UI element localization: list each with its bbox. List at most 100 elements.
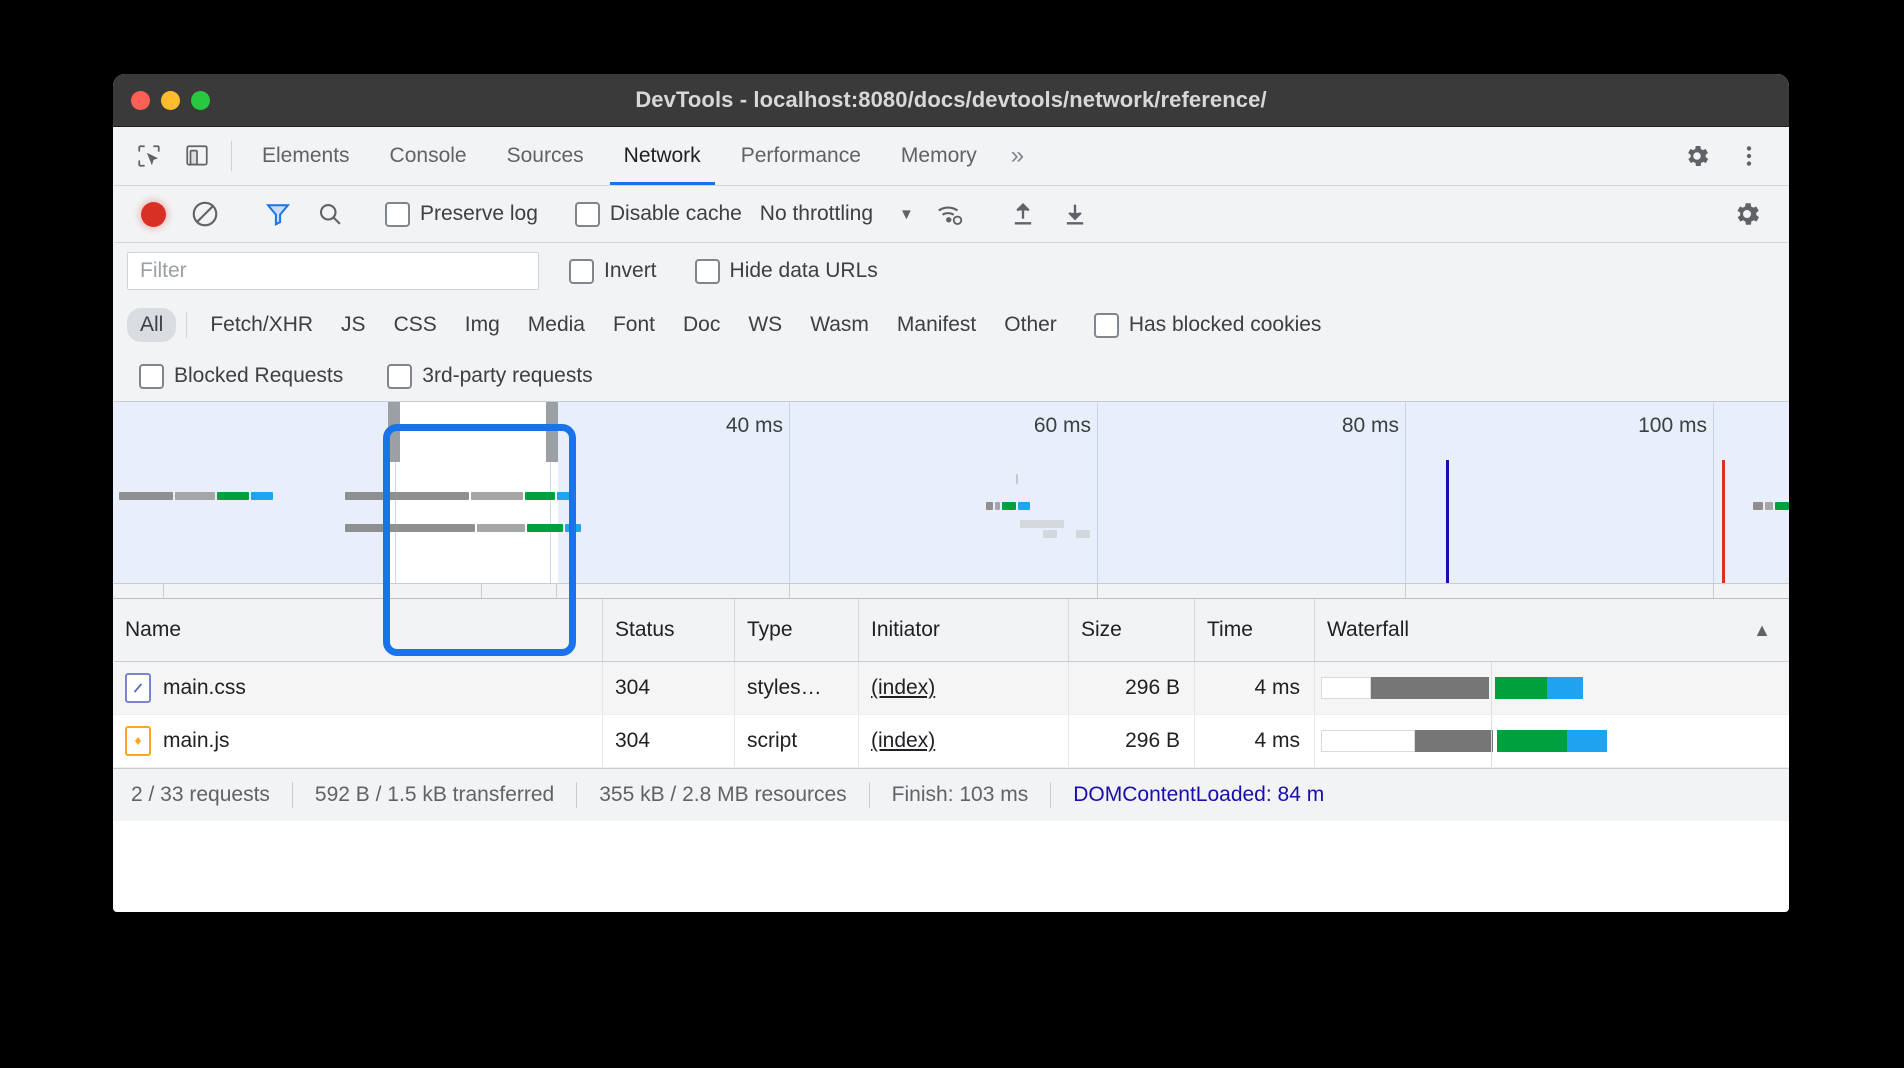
status-finish: Finish: 103 ms [891,783,1029,806]
wifi-settings-icon[interactable] [924,191,976,237]
column-header-status[interactable]: Status [603,599,735,661]
cell-type: script [735,715,859,767]
invert-label: Invert [604,259,657,282]
preserve-log-checkbox[interactable]: Preserve log [377,201,546,227]
selection-resize-handle-right[interactable] [546,402,558,462]
tab-performance[interactable]: Performance [721,127,881,185]
type-filter-fetch-xhr[interactable]: Fetch/XHR [210,313,314,336]
cell-initiator[interactable]: (index) [859,662,1069,714]
window-title: DevTools - localhost:8080/docs/devtools/… [635,87,1267,112]
tab-label: Memory [900,144,977,167]
cell-waterfall [1315,715,1789,767]
type-filter-media[interactable]: Media [527,313,585,336]
overview-selection-window[interactable] [388,402,558,598]
kebab-menu-icon[interactable] [1723,143,1775,169]
tab-network[interactable]: Network [604,127,721,185]
requests-table: Name Status Type Initiator Size Time Wat… [113,599,1789,768]
hide-data-urls-label: Hide data URLs [729,259,878,282]
device-toolbar-icon[interactable] [173,127,221,185]
overview-request-bar [1020,520,1064,528]
overview-request-bar [1775,502,1789,510]
type-filter-doc[interactable]: Doc [683,313,721,336]
column-header-type[interactable]: Type [735,599,859,661]
filter-input[interactable]: Filter [127,252,539,290]
column-header-name[interactable]: Name [113,599,603,661]
blocked-filters-row: Blocked Requests 3rd-party requests [113,351,1789,402]
table-row[interactable]: main.js 304 script (index) 296 B 4 ms [113,715,1789,768]
disable-cache-checkbox[interactable]: Disable cache [567,201,750,227]
blocked-requests-checkbox[interactable]: Blocked Requests [131,363,351,389]
network-overview-timeline[interactable]: 20 ms 40 ms 60 ms 80 ms 100 ms [113,402,1789,599]
overview-request-bar [175,492,215,500]
column-header-initiator[interactable]: Initiator [859,599,1069,661]
cell-time: 4 ms [1195,715,1315,767]
type-filter-manifest[interactable]: Manifest [896,313,977,336]
type-filter-css[interactable]: CSS [393,313,437,336]
initiator-link[interactable]: (index) [871,729,936,752]
network-settings-gear-icon[interactable] [1721,191,1773,237]
record-button[interactable] [127,191,179,237]
cell-name[interactable]: main.css [113,662,603,714]
column-header-time[interactable]: Time [1195,599,1315,661]
waterfall-download-segment [1497,730,1567,752]
waterfall-waiting-segment [1415,730,1493,752]
tab-sources[interactable]: Sources [487,127,604,185]
invert-checkbox[interactable]: Invert [561,258,665,284]
table-row[interactable]: main.css 304 styles… (index) 296 B 4 ms [113,662,1789,715]
type-filter-wasm[interactable]: Wasm [810,313,869,336]
filter-funnel-icon[interactable] [252,191,304,237]
type-filter-all[interactable]: All [127,308,177,342]
download-har-icon[interactable] [1049,191,1101,237]
type-filter-js[interactable]: JS [341,313,366,336]
column-header-size[interactable]: Size [1069,599,1195,661]
disable-cache-label: Disable cache [609,202,742,225]
third-party-requests-checkbox[interactable]: 3rd-party requests [379,363,600,389]
cell-type: styles… [735,662,859,714]
tab-elements[interactable]: Elements [242,127,370,185]
upload-har-icon[interactable] [997,191,1049,237]
cell-initiator[interactable]: (index) [859,715,1069,767]
tab-label: Console [389,144,467,167]
waterfall-waiting-segment [1371,677,1489,699]
type-filter-ws[interactable]: WS [748,313,783,336]
js-file-icon [125,726,151,756]
maximize-window-button[interactable] [191,90,210,110]
checkbox-box [569,258,594,284]
requests-table-header: Name Status Type Initiator Size Time Wat… [113,599,1789,662]
inspect-element-icon[interactable] [125,127,173,185]
type-filter-img[interactable]: Img [464,313,500,336]
overview-request-bar [471,492,523,500]
checkbox-box [574,201,600,227]
minimize-window-button[interactable] [161,90,180,110]
overview-gridline [789,402,790,598]
overview-request-bar [527,524,563,532]
waterfall-queue-segment [1321,730,1415,752]
cell-name[interactable]: main.js [113,715,603,767]
cell-time: 4 ms [1195,662,1315,714]
sort-ascending-icon[interactable]: ▲ [1753,619,1771,640]
type-filter-font[interactable]: Font [612,313,655,336]
type-filter-other[interactable]: Other [1004,313,1057,336]
initiator-link[interactable]: (index) [871,676,936,699]
close-window-button[interactable] [131,90,150,110]
selection-left-edge [395,402,396,598]
overview-footer-ruler [113,583,1789,598]
status-divider [868,782,870,808]
tab-label: Sources [506,144,584,167]
gear-icon[interactable] [1671,142,1723,170]
throttling-dropdown[interactable]: No throttling ▼ [750,202,924,226]
waterfall-download-segment [1495,677,1547,699]
overview-request-bar [119,492,173,500]
overview-tick-60ms: 60 ms [1033,414,1091,437]
tab-console[interactable]: Console [370,127,487,185]
hide-data-urls-checkbox[interactable]: Hide data URLs [687,258,886,284]
overview-request-bar [1753,502,1763,510]
selection-resize-handle-left[interactable] [388,402,400,462]
search-icon[interactable] [304,191,356,237]
has-blocked-cookies-checkbox[interactable]: Has blocked cookies [1072,312,1330,338]
tab-memory[interactable]: Memory [881,127,997,185]
clear-button[interactable] [179,191,231,237]
ruler-tick [163,584,164,598]
more-tabs-chevron-icon[interactable]: » [997,127,1038,185]
column-header-waterfall[interactable]: Waterfall ▲ [1315,599,1789,661]
